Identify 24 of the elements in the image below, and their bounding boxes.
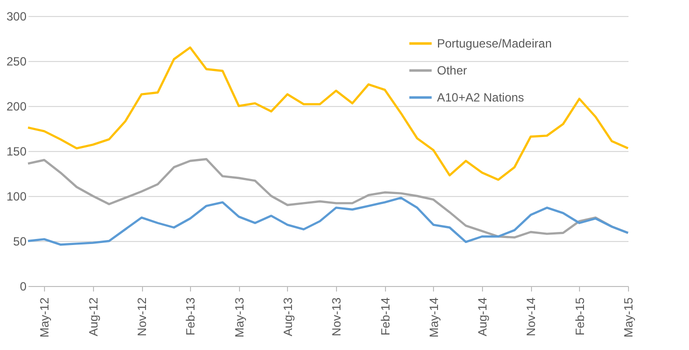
y-tick-label: 150 [6, 144, 27, 158]
x-tick-label: May-12 [38, 297, 52, 338]
x-tick-label: Nov-14 [524, 297, 538, 336]
x-tick-label: Feb-13 [184, 297, 198, 336]
x-tick-label: Aug-12 [86, 297, 100, 336]
legend-label: A10+A2 Nations [437, 90, 524, 104]
line-series [26, 196, 630, 246]
x-tick-label: Aug-13 [280, 297, 295, 336]
y-tick-label: 100 [6, 190, 27, 204]
x-tick-label: Nov-12 [135, 297, 150, 336]
y-tick-label: 200 [6, 100, 27, 114]
x-tick-label: May-15 [622, 297, 636, 338]
x-tick-label: Aug-14 [476, 297, 490, 336]
x-tick-label: Nov-13 [330, 297, 344, 336]
legend-label: Other [437, 64, 468, 78]
x-tick-label: Feb-14 [378, 297, 392, 336]
y-tick-label: 50 [13, 234, 27, 248]
y-tick-label: 300 [6, 10, 27, 24]
x-tick-label: Feb-15 [572, 297, 587, 336]
y-tick-label: 250 [6, 54, 27, 68]
x-tick-label: May-13 [232, 297, 246, 338]
y-tick-label: 0 [20, 280, 27, 294]
legend-label: Portuguese/Madeiran [437, 36, 552, 50]
x-tick-label: May-14 [426, 297, 441, 338]
